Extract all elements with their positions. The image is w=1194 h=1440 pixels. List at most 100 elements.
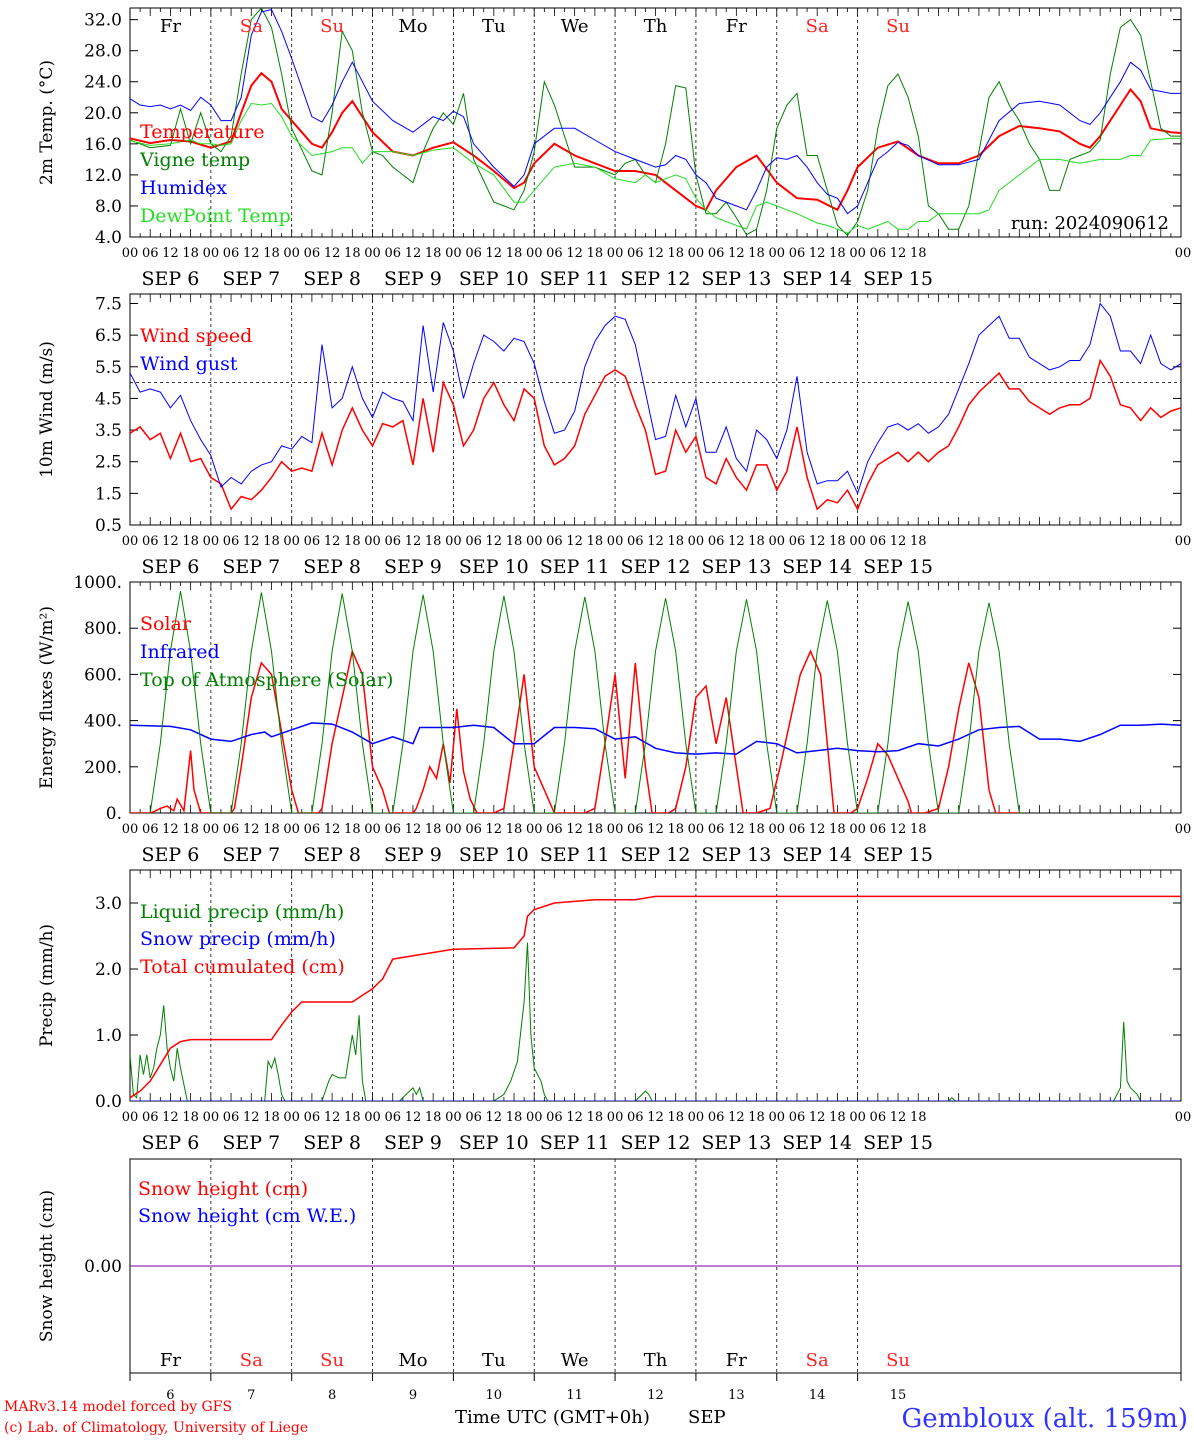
hour-label: 12 <box>728 1110 745 1125</box>
hour-label: 18 <box>506 246 523 261</box>
day-number: 6 <box>166 1388 174 1403</box>
date-label: SEP 13 <box>701 268 771 290</box>
hour-label: 18 <box>425 1110 442 1125</box>
hour-label: 06 <box>304 246 321 261</box>
hour-label: 06 <box>384 822 401 837</box>
y-tick-label: 3.0 <box>95 894 122 914</box>
hour-label: 00 <box>364 246 381 261</box>
legend-entry: Humidex <box>140 177 227 199</box>
hour-label: 12 <box>324 534 341 549</box>
hour-label: 06 <box>708 1110 725 1125</box>
legend-entry: Temperature <box>140 121 264 143</box>
day-number: 15 <box>890 1388 907 1403</box>
hour-label: 06 <box>546 1110 563 1125</box>
panel-5: 0.00 Snow height (cm) Snow height (cm) Snow… <box>37 1158 1182 1403</box>
hour-label: 18 <box>748 1110 765 1125</box>
x-axis-label: Time UTC (GMT+0h) <box>455 1407 650 1428</box>
day-name: Fr <box>160 16 181 37</box>
date-label: SEP 12 <box>621 1132 691 1154</box>
day-name: Mo <box>398 1350 427 1371</box>
hour-label: 12 <box>243 246 260 261</box>
hour-label: 18 <box>344 1110 361 1125</box>
hour-label: 18 <box>587 246 604 261</box>
hour-label: 18 <box>587 1110 604 1125</box>
legend-entry: Total cumulated (cm) <box>140 956 345 978</box>
hour-label: 06 <box>304 534 321 549</box>
date-label: SEP 11 <box>540 1132 610 1154</box>
hour-label: 06 <box>384 534 401 549</box>
hour-label: 00 <box>445 822 462 837</box>
hour-label: 18 <box>829 822 846 837</box>
date-label: SEP 6 <box>142 844 200 866</box>
y-tick-label: 0. <box>106 804 122 824</box>
hour-label: 18 <box>587 822 604 837</box>
legend-entry: Top of Atmosphere (Solar) <box>140 669 393 691</box>
legend-entry: Wind speed <box>140 325 252 347</box>
day-name: Sa <box>806 16 829 37</box>
hour-label: 06 <box>627 822 644 837</box>
hour-label: 06 <box>142 822 159 837</box>
hour-label: 06 <box>870 1110 887 1125</box>
hour-label: 00 <box>122 534 139 549</box>
hour-label: 12 <box>324 1110 341 1125</box>
hour-label: 12 <box>890 246 907 261</box>
plot-frame <box>129 581 1182 814</box>
hour-label: 12 <box>566 1110 583 1125</box>
day-number: 12 <box>647 1388 664 1403</box>
hour-label: 18 <box>425 534 442 549</box>
hour-label: 18 <box>506 534 523 549</box>
hour-label: 06 <box>223 822 240 837</box>
hour-label: 18 <box>506 822 523 837</box>
series-line-humidex <box>130 9 1181 215</box>
hour-label: 12 <box>890 822 907 837</box>
legend-entry: Infrared <box>140 641 220 663</box>
date-label: SEP 15 <box>863 844 933 866</box>
hour-label: 06 <box>870 822 887 837</box>
hour-label: 06 <box>384 1110 401 1125</box>
hour-label: 12 <box>486 534 503 549</box>
hour-label: 18 <box>263 246 280 261</box>
hour-label: 12 <box>647 246 664 261</box>
hour-label: 06 <box>789 822 806 837</box>
hour-label: 18 <box>182 246 199 261</box>
date-label: SEP 7 <box>222 1132 280 1154</box>
panel-3: 0. 200. 400. 600. 800. 1000. Energy fluxes (W/… <box>37 573 1191 866</box>
hour-label: 00 <box>283 534 300 549</box>
date-label: SEP 10 <box>459 1132 529 1154</box>
date-label: SEP 8 <box>303 844 361 866</box>
hour-label: 00 <box>122 822 139 837</box>
series-line-temperature <box>130 71 1181 212</box>
y-tick-label: 1.5 <box>95 484 122 504</box>
hour-label: 00 <box>688 1110 705 1125</box>
hour-label: 06 <box>142 246 159 261</box>
y-tick-label: 4.0 <box>95 228 122 248</box>
hour-label: 12 <box>647 1110 664 1125</box>
day-name: Sa <box>240 1350 263 1371</box>
day-number: 13 <box>728 1388 745 1403</box>
hour-label: 00 <box>849 1110 866 1125</box>
hour-label: 12 <box>486 246 503 261</box>
hour-label: 00 <box>526 246 543 261</box>
hour-label: 18 <box>829 1110 846 1125</box>
hour-label: 18 <box>910 534 927 549</box>
plot-frame <box>129 293 1182 526</box>
hour-label: 00 <box>1175 246 1192 261</box>
hour-label: 12 <box>728 534 745 549</box>
date-label: SEP 12 <box>621 268 691 290</box>
hour-label: 18 <box>263 822 280 837</box>
date-label: SEP 6 <box>142 556 200 578</box>
hour-label: 00 <box>849 534 866 549</box>
hour-label: 00 <box>768 822 785 837</box>
hour-label: 12 <box>405 534 422 549</box>
y-tick-label: 2.0 <box>95 960 122 980</box>
hour-label: 06 <box>223 534 240 549</box>
day-number: 14 <box>809 1388 826 1403</box>
day-name: Tu <box>482 16 506 37</box>
legend-entry: Snow height (cm) <box>138 1178 308 1200</box>
date-label: SEP 15 <box>863 556 933 578</box>
hour-label: 00 <box>283 1110 300 1125</box>
y-tick-label: 3.5 <box>95 421 122 441</box>
hour-label: 12 <box>324 246 341 261</box>
hour-label: 00 <box>445 534 462 549</box>
date-label: SEP 11 <box>540 844 610 866</box>
